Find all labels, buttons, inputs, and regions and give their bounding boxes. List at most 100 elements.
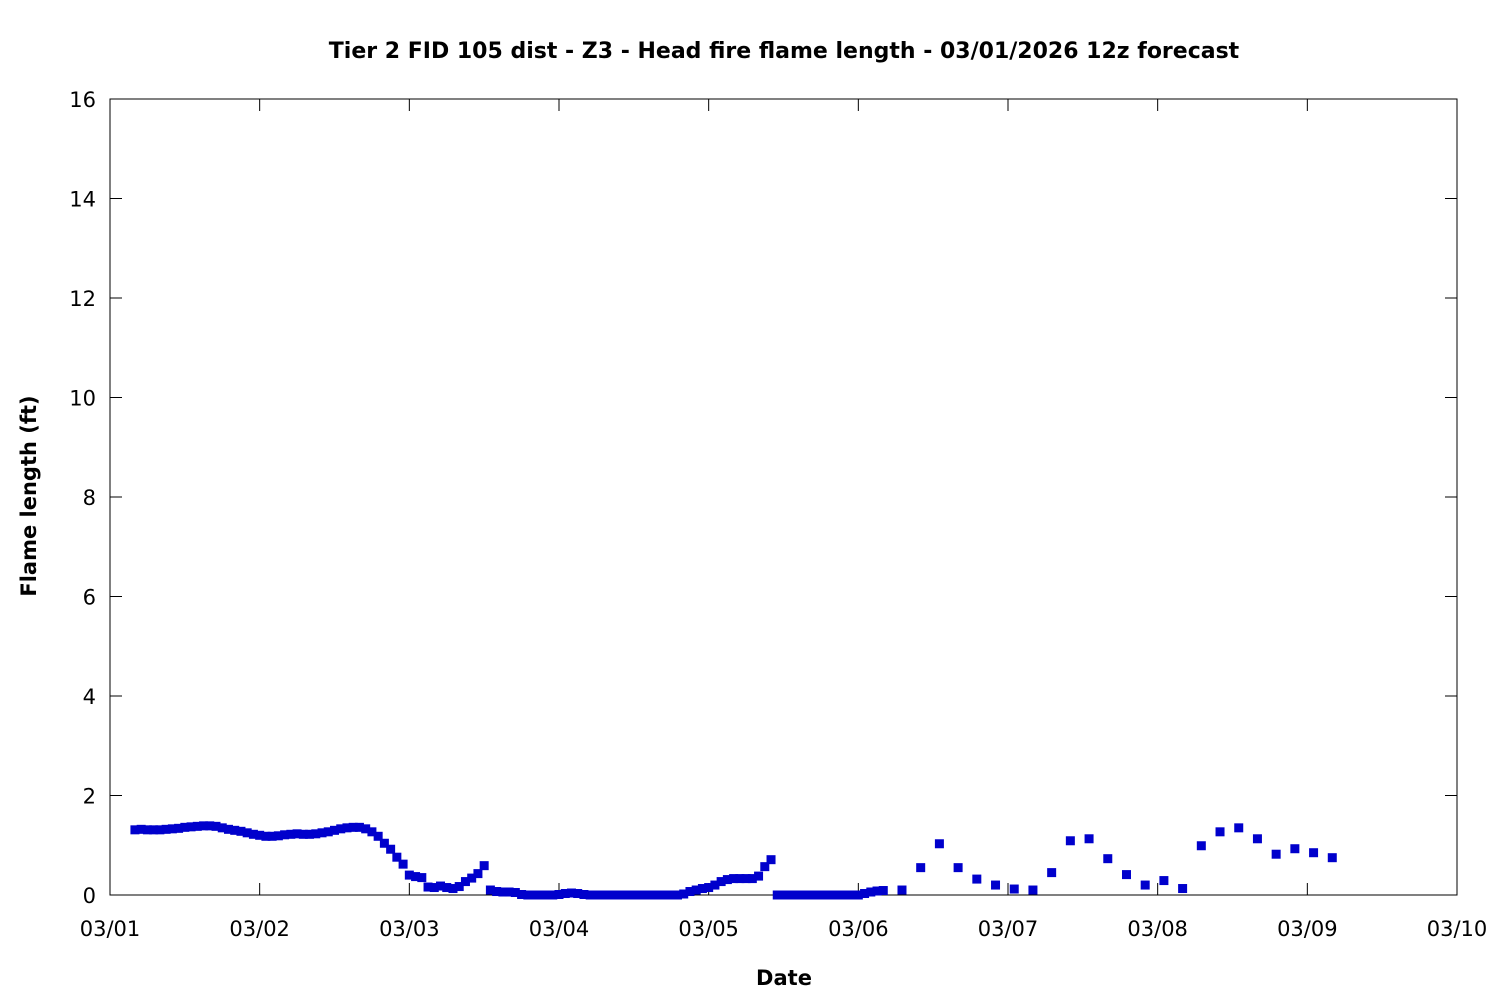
- data-point: [236, 826, 246, 836]
- data-point: [660, 890, 670, 900]
- data-point: [566, 888, 576, 898]
- data-point: [772, 890, 782, 900]
- data-point: [760, 862, 770, 872]
- y-tick-label: 16: [69, 88, 96, 112]
- x-tick-label: 03/01: [80, 917, 141, 941]
- data-point: [379, 838, 389, 848]
- data-point: [648, 890, 658, 900]
- data-point: [136, 824, 146, 834]
- x-tick-label: 03/05: [678, 917, 739, 941]
- y-tick-label: 2: [83, 785, 96, 809]
- y-tick-label: 8: [83, 486, 96, 510]
- data-point: [205, 821, 215, 831]
- data-point: [560, 889, 570, 899]
- data-point: [1196, 841, 1206, 851]
- y-tick-label: 10: [69, 387, 96, 411]
- data-point: [392, 852, 402, 862]
- data-point: [878, 886, 888, 896]
- data-point: [404, 870, 414, 880]
- data-point: [330, 825, 339, 835]
- data-point: [635, 890, 645, 900]
- data-point: [616, 890, 626, 900]
- data-point: [223, 824, 233, 834]
- data-point: [1028, 885, 1038, 895]
- data-point: [1121, 870, 1131, 880]
- data-point: [797, 890, 807, 900]
- data-point: [429, 883, 439, 893]
- data-point: [972, 874, 982, 884]
- data-point: [685, 887, 695, 897]
- data-point: [460, 877, 470, 887]
- chart-title: Tier 2 FID 105 dist - Z3 - Head fire fla…: [329, 39, 1240, 64]
- data-point: [1159, 876, 1169, 886]
- data-point: [411, 872, 421, 882]
- data-point: [816, 890, 826, 900]
- plot-frame: [109, 98, 1458, 896]
- data-point: [292, 829, 302, 839]
- data-point: [174, 823, 184, 833]
- data-point: [591, 890, 601, 900]
- data-point: [791, 890, 801, 900]
- x-tick-label: 03/03: [379, 917, 440, 941]
- data-point: [729, 874, 739, 884]
- x-tick-label: 03/09: [1277, 917, 1338, 941]
- data-point: [554, 890, 564, 899]
- data-point: [779, 890, 788, 900]
- data-point: [342, 823, 352, 833]
- data-point: [766, 855, 776, 865]
- data-point: [517, 890, 527, 899]
- data-point: [991, 880, 1001, 890]
- data-point: [467, 873, 477, 883]
- data-point: [192, 821, 202, 831]
- data-point: [217, 823, 227, 833]
- data-point: [373, 831, 383, 841]
- data-point: [610, 890, 620, 900]
- data-point: [741, 874, 751, 884]
- data-point: [261, 831, 271, 841]
- data-point: [872, 886, 882, 896]
- data-point: [248, 829, 258, 839]
- data-point: [498, 887, 508, 897]
- y-tick-label: 4: [83, 685, 96, 709]
- data-point: [242, 828, 252, 838]
- data-point: [710, 880, 720, 890]
- data-point: [897, 885, 907, 895]
- data-point: [1234, 823, 1244, 833]
- data-point: [305, 829, 315, 839]
- data-point: [298, 829, 308, 839]
- data-point: [722, 875, 732, 885]
- data-point: [186, 822, 196, 832]
- data-point: [1140, 880, 1150, 890]
- data-points: [130, 821, 1337, 900]
- data-point: [641, 890, 651, 900]
- data-point: [697, 884, 707, 894]
- data-point: [336, 824, 346, 834]
- data-point: [623, 890, 633, 900]
- data-point: [1084, 834, 1094, 844]
- data-point: [1065, 836, 1075, 846]
- data-point: [286, 829, 296, 839]
- x-tick-label: 03/07: [978, 917, 1039, 941]
- data-point: [704, 883, 714, 893]
- data-point: [149, 825, 159, 835]
- data-point: [716, 877, 726, 887]
- data-point: [841, 890, 851, 900]
- x-tick-label: 03/10: [1427, 917, 1488, 941]
- data-point: [230, 825, 240, 835]
- y-tick-label: 12: [69, 287, 96, 311]
- data-point: [654, 890, 664, 900]
- data-point: [361, 824, 371, 834]
- data-point: [485, 885, 495, 895]
- data-point: [803, 890, 813, 900]
- data-point: [934, 839, 944, 849]
- x-tick-label: 03/02: [229, 917, 290, 941]
- data-point: [473, 869, 483, 879]
- data-point: [679, 889, 689, 899]
- data-point: [199, 821, 209, 831]
- data-point: [479, 861, 489, 871]
- data-point: [273, 831, 283, 841]
- data-point: [523, 890, 533, 900]
- y-axis-label: Flame length (ft): [17, 395, 41, 596]
- data-point: [847, 890, 857, 900]
